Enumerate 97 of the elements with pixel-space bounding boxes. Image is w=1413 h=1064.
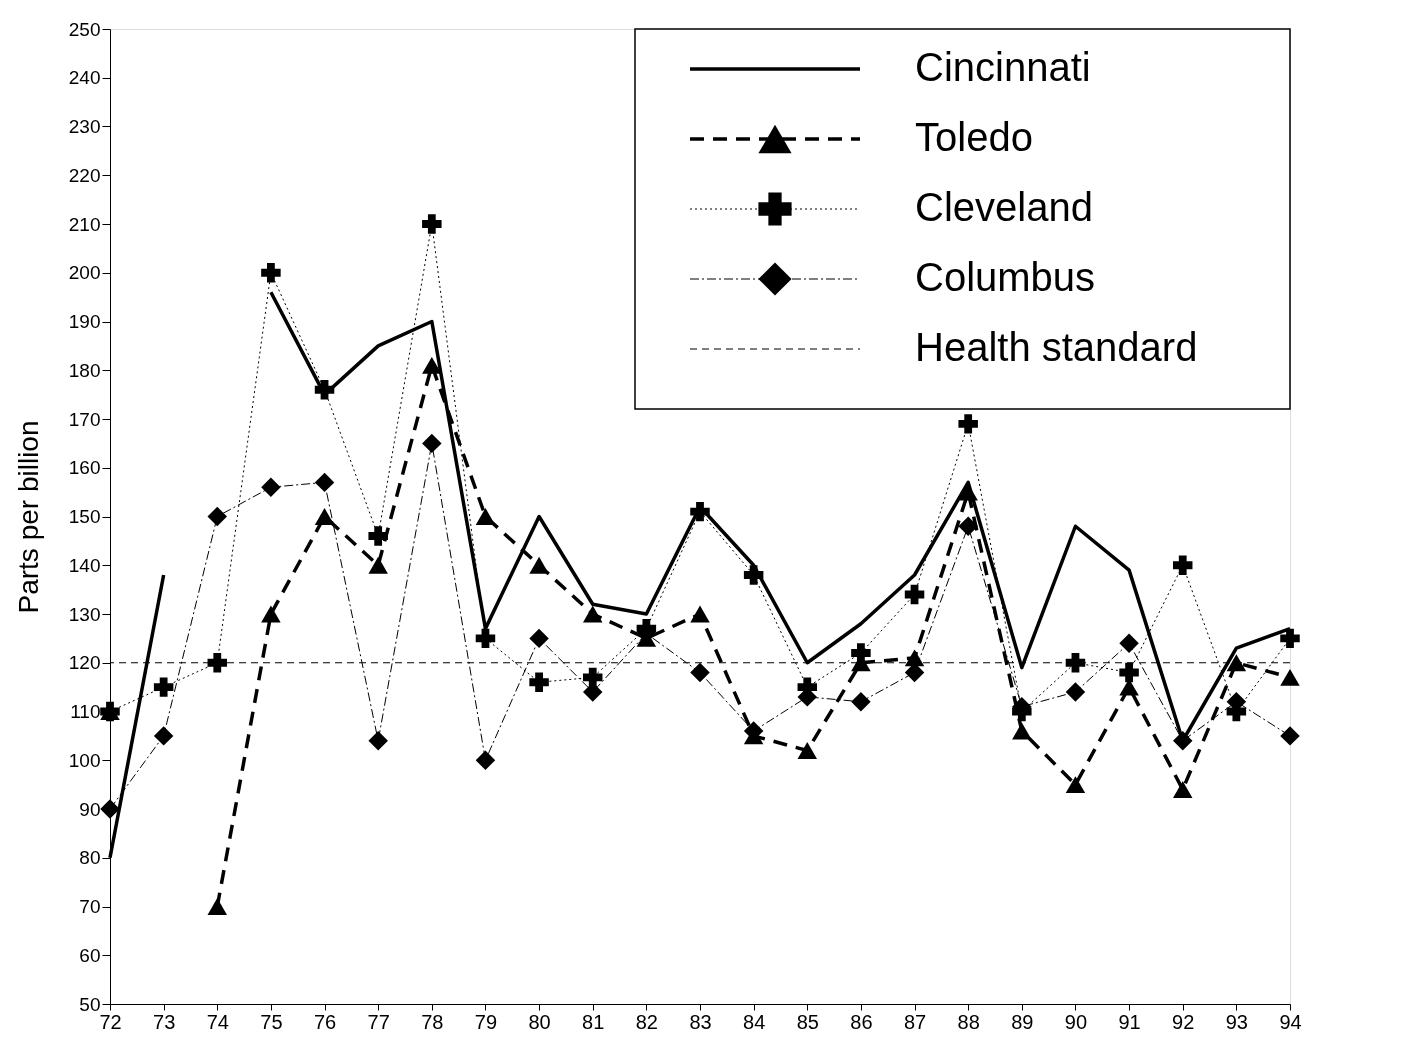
point bbox=[529, 672, 549, 692]
x-tick-label: 83 bbox=[689, 1010, 712, 1033]
point bbox=[690, 501, 710, 522]
y-tick-label: 170 bbox=[68, 408, 101, 430]
x-tick-label: 89 bbox=[1011, 1010, 1034, 1033]
point bbox=[958, 516, 978, 536]
point bbox=[475, 508, 496, 525]
point bbox=[314, 508, 335, 525]
x-tick-label: 93 bbox=[1225, 1010, 1248, 1033]
x-tick-label: 94 bbox=[1279, 1010, 1302, 1033]
point bbox=[207, 653, 228, 673]
legend-label: Cleveland bbox=[915, 185, 1093, 229]
x-tick-label: 75 bbox=[260, 1010, 283, 1033]
point bbox=[475, 750, 496, 770]
point bbox=[958, 414, 978, 434]
x-tick-label: 74 bbox=[206, 1010, 229, 1033]
y-tick-label: 230 bbox=[68, 116, 101, 137]
point bbox=[1280, 668, 1300, 686]
legend-label: Cincinnati bbox=[915, 45, 1091, 89]
x-tick-label: 72 bbox=[99, 1010, 122, 1033]
x-tick-label: 84 bbox=[743, 1010, 766, 1033]
x-tick-label: 90 bbox=[1064, 1010, 1088, 1033]
point bbox=[153, 726, 174, 746]
y-tick-label: 60 bbox=[79, 944, 101, 966]
point bbox=[582, 682, 603, 702]
point bbox=[207, 506, 228, 527]
y-tick-label: 80 bbox=[79, 847, 101, 869]
x-tick-label: 87 bbox=[903, 1010, 927, 1033]
point bbox=[207, 898, 228, 915]
x-tick-label: 79 bbox=[474, 1010, 498, 1033]
point bbox=[314, 472, 335, 493]
y-tick-label: 160 bbox=[68, 457, 101, 479]
point bbox=[368, 731, 388, 751]
point bbox=[529, 628, 549, 649]
legend-label: Toledo bbox=[915, 115, 1033, 159]
point bbox=[1280, 628, 1300, 649]
y-tick-label: 70 bbox=[79, 896, 101, 917]
point bbox=[153, 677, 174, 697]
y-tick-label: 240 bbox=[68, 67, 101, 89]
x-tick-label: 76 bbox=[313, 1010, 337, 1033]
point bbox=[422, 356, 442, 374]
x-tick-label: 86 bbox=[850, 1010, 873, 1033]
point bbox=[475, 628, 496, 649]
point bbox=[797, 742, 818, 759]
x-tick-label: 85 bbox=[796, 1010, 819, 1033]
x-tick-label: 81 bbox=[582, 1010, 605, 1033]
y-tick-label: 250 bbox=[68, 18, 101, 40]
point bbox=[1119, 633, 1139, 653]
point bbox=[422, 433, 442, 454]
point bbox=[1012, 722, 1032, 740]
x-tick-label: 88 bbox=[957, 1010, 980, 1033]
point bbox=[100, 799, 120, 819]
point bbox=[261, 263, 281, 283]
point bbox=[690, 662, 710, 683]
point bbox=[529, 556, 549, 574]
legend-label: Columbus bbox=[915, 255, 1096, 299]
point bbox=[690, 605, 710, 623]
point bbox=[851, 643, 871, 663]
point bbox=[368, 526, 388, 546]
y-tick-label: 210 bbox=[68, 213, 101, 235]
point bbox=[1226, 654, 1247, 672]
point bbox=[1172, 731, 1193, 751]
legend-label: Health standard bbox=[915, 325, 1198, 369]
y-tick-label: 220 bbox=[68, 164, 101, 186]
x-tick-label: 91 bbox=[1118, 1010, 1141, 1033]
point bbox=[1280, 726, 1300, 746]
point bbox=[261, 477, 281, 497]
point bbox=[422, 214, 442, 234]
y-tick-label: 100 bbox=[68, 749, 101, 771]
point bbox=[1065, 776, 1086, 794]
y-tick-label: 110 bbox=[70, 701, 101, 722]
x-tick-label: 77 bbox=[367, 1010, 390, 1033]
point bbox=[1119, 662, 1139, 683]
point bbox=[851, 692, 871, 712]
point bbox=[368, 556, 388, 574]
y-tick-label: 200 bbox=[68, 262, 101, 284]
point bbox=[582, 605, 603, 623]
point bbox=[261, 605, 281, 623]
y-tick-label: 180 bbox=[68, 359, 101, 381]
x-tick-label: 92 bbox=[1172, 1010, 1195, 1033]
y-tick-label: 130 bbox=[68, 603, 101, 625]
point bbox=[1065, 682, 1086, 702]
y-tick-label: 50 bbox=[79, 993, 101, 1015]
point bbox=[743, 565, 764, 585]
y-tick-label: 90 bbox=[79, 798, 101, 820]
y-tick-label: 190 bbox=[68, 311, 101, 332]
x-tick-label: 80 bbox=[528, 1010, 551, 1033]
point bbox=[1172, 781, 1193, 798]
y-tick-label: 150 bbox=[68, 506, 101, 527]
point bbox=[1172, 555, 1193, 575]
x-tick-label: 73 bbox=[153, 1010, 176, 1033]
x-tick-label: 78 bbox=[421, 1010, 444, 1033]
x-tick-label: 82 bbox=[635, 1010, 658, 1033]
point bbox=[314, 380, 335, 400]
y-axis-title: Parts per billion bbox=[12, 420, 44, 614]
y-tick-label: 120 bbox=[68, 652, 101, 674]
y-tick-label: 140 bbox=[68, 554, 101, 576]
